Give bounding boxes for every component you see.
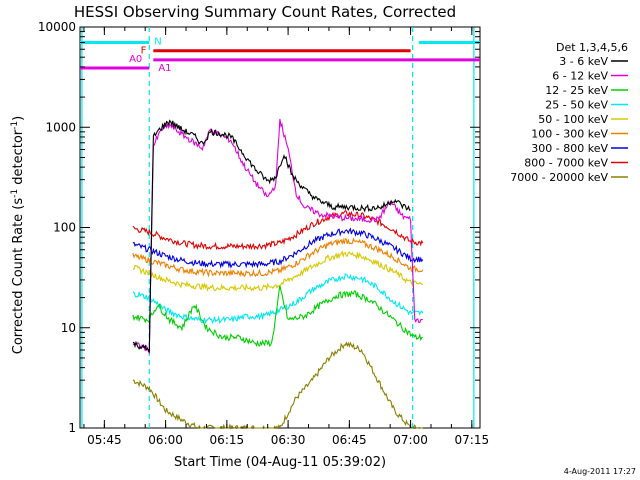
- legend-title: Det 1,3,4,5,6: [556, 41, 628, 54]
- series-line-0: [132, 119, 411, 353]
- legend-entry-label: 12 - 25 keV: [545, 84, 608, 97]
- series-line-8: [132, 341, 423, 430]
- x-tick-label: 05:45: [87, 433, 122, 447]
- legend-entry-label: 300 - 800 keV: [531, 142, 608, 155]
- x-tick-label: 06:00: [148, 433, 183, 447]
- attenuator-label-n: N: [154, 37, 161, 48]
- attenuator-label-a0: A0: [129, 54, 142, 65]
- series-line-2: [132, 285, 423, 347]
- x-tick-label: 06:45: [332, 433, 367, 447]
- attenuator-label-f: F: [141, 46, 147, 57]
- legend-entry-label: 3 - 6 keV: [559, 55, 608, 68]
- legend-entry-label: 7000 - 20000 keV: [510, 171, 608, 184]
- y-tick-label: 1000: [45, 120, 76, 134]
- x-tick-label: 07:15: [455, 433, 490, 447]
- chart-title: HESSI Observing Summary Count Rates, Cor…: [74, 3, 456, 21]
- y-tick-label: 10000: [38, 20, 76, 34]
- x-axis-label: Start Time (04-Aug-11 05:39:02): [174, 455, 386, 470]
- y-tick-label: 100: [53, 221, 76, 235]
- series-line-5: [132, 237, 424, 278]
- y-axis-label: Corrected Count Rate (s-1 detector-1): [10, 116, 26, 354]
- axes: 05:45 06:00 06:15 06:30 06:45 07:00 07:15 1 10 10…: [38, 20, 489, 447]
- x-tick-label: 06:15: [210, 433, 245, 447]
- series-line-4: [132, 250, 423, 292]
- series-line-6: [132, 227, 424, 269]
- y-tick-label: 10: [61, 321, 76, 335]
- attenuator-label-a1: A1: [158, 63, 171, 74]
- y-tick-label: 1: [68, 421, 76, 435]
- legend-entry-label: 800 - 7000 keV: [524, 157, 608, 170]
- y-axis-label-exp1: -1: [10, 189, 20, 198]
- y-axis-label-end: ): [11, 116, 26, 121]
- y-axis-label-mid: detector: [11, 129, 26, 189]
- x-tick-label: 07:00: [393, 433, 428, 447]
- plot-area: [79, 26, 481, 429]
- plot-frame: [79, 26, 481, 429]
- series-lines: [132, 118, 424, 430]
- y-axis-label-exp2: -1: [10, 121, 20, 130]
- series-line-7: [132, 210, 424, 251]
- attenuator-state-bars: NF A1 A0: [80, 37, 480, 74]
- timestamp: 4-Aug-2011 17:27: [564, 467, 636, 476]
- series-line-3: [132, 272, 424, 325]
- legend-entry-label: 6 - 12 keV: [552, 70, 608, 83]
- legend-entry-label: 50 - 100 keV: [538, 113, 608, 126]
- series-line-1: [132, 118, 424, 355]
- legend-entry-label: 100 - 300 keV: [531, 128, 608, 141]
- x-tick-label: 06:30: [271, 433, 306, 447]
- y-axis-label-main: Corrected Count Rate (s: [11, 198, 26, 355]
- legend-entry-label: 25 - 50 keV: [545, 99, 608, 112]
